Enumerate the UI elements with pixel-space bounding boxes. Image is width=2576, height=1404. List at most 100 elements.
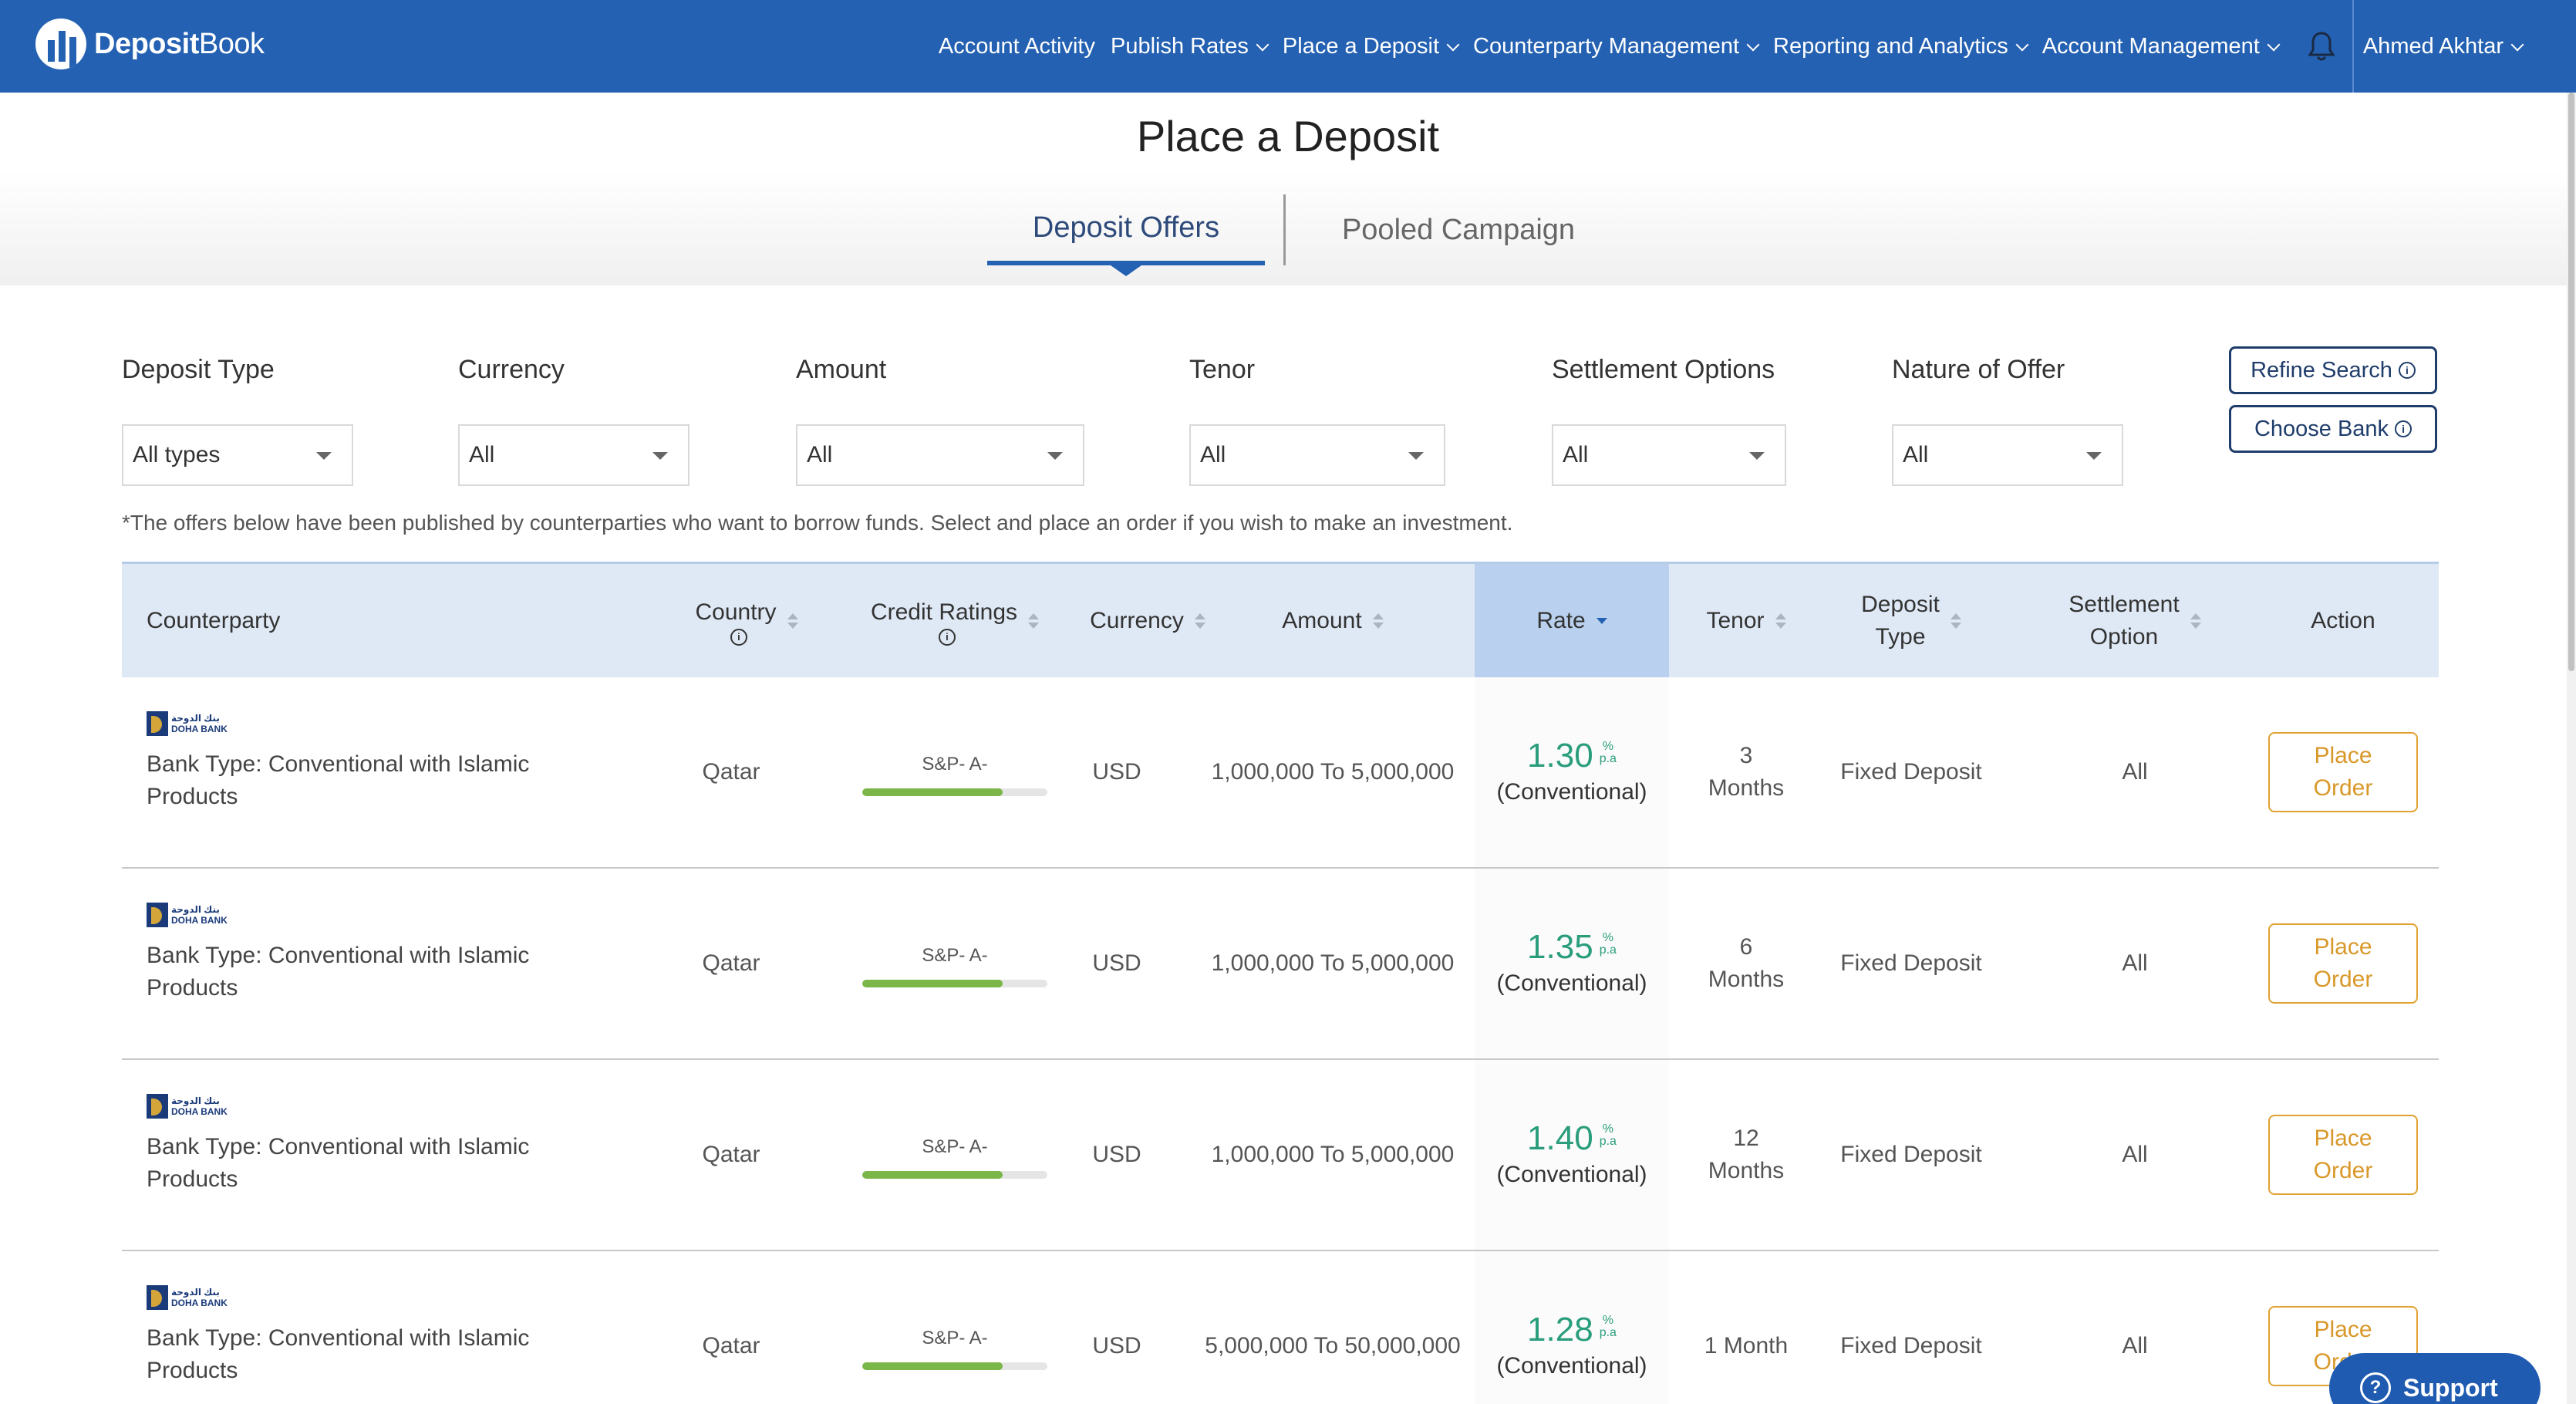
col-deposit-type[interactable]: Deposit Type: [1811, 564, 2011, 677]
col-amount[interactable]: Amount: [1202, 564, 1464, 677]
amount-cell: 1,000,000 To 5,000,000: [1211, 950, 1455, 976]
country-cell: Qatar: [702, 1142, 760, 1167]
caret-down-icon: [1047, 452, 1063, 460]
rate-column-band: [1475, 677, 1669, 1404]
depositbook-logo[interactable]: DepositBook: [35, 17, 265, 71]
col-tenor[interactable]: Tenor: [1669, 564, 1823, 677]
bank-logo-text: بنك الدوحة DOHA BANK: [171, 1287, 228, 1308]
counterparty-cell: بنك الدوحة DOHA BANK Bank Type: Convention…: [147, 677, 609, 867]
tenor-cell: 1 Month: [1669, 1251, 1823, 1404]
currency-select[interactable]: All: [458, 424, 690, 486]
refine-search-button[interactable]: Refine Search i: [2229, 346, 2437, 394]
table-body: بنك الدوحة DOHA BANK Bank Type: Convention…: [122, 677, 2439, 1404]
nav-place-a-deposit[interactable]: Place a Deposit: [1283, 34, 1460, 59]
choose-bank-button[interactable]: Choose Bank i: [2229, 405, 2437, 453]
tab-divider: [1283, 194, 1286, 265]
tenor-line: Months: [1708, 1158, 1785, 1183]
rating-label: S&P- A-: [922, 1328, 988, 1348]
sort-icon: [1028, 613, 1040, 629]
bank-logo-arabic: بنك الدوحة: [171, 1287, 220, 1298]
nature-select[interactable]: All: [1892, 424, 2123, 486]
place-order-button[interactable]: Place Order: [2268, 1115, 2418, 1195]
button-label: Order: [2313, 1158, 2373, 1183]
bank-logo-english: DOHA BANK: [171, 1298, 228, 1308]
support-button[interactable]: ? Support: [2329, 1353, 2541, 1404]
country-cell: Qatar: [702, 1333, 760, 1358]
sort-desc-icon: [1596, 617, 1607, 624]
bank-logo-arabic: بنك الدوحة: [171, 904, 220, 915]
tab-deposit-offers[interactable]: Deposit Offers: [987, 194, 1265, 276]
filter-label: Tenor: [1189, 355, 1256, 384]
col-rate[interactable]: Rate: [1475, 564, 1669, 677]
bank-type-line: Products: [147, 975, 238, 1001]
tenor-line: 1 Month: [1704, 1333, 1789, 1358]
tenor-select[interactable]: All: [1189, 424, 1445, 486]
chevron-down-icon: [1446, 38, 1460, 52]
chevron-down-icon: [1746, 38, 1760, 52]
select-value: All: [1563, 442, 1589, 467]
rate-number: 1.40: [1527, 1119, 1593, 1157]
tenor-line: Months: [1708, 967, 1785, 992]
nav-account-activity[interactable]: Account Activity: [939, 34, 1095, 59]
tenor-line: 6: [1739, 934, 1753, 960]
header-label: Option: [2089, 623, 2159, 650]
settlement-cell: All: [2122, 950, 2148, 976]
currency-cell: USD: [1092, 1333, 1141, 1358]
nav-account-management[interactable]: Account Management: [2042, 34, 2281, 59]
nav-label: Account Activity: [938, 33, 1095, 59]
button-label: Place: [2314, 743, 2372, 768]
caret-down-icon: [1749, 452, 1765, 460]
bank-logo-icon: [147, 903, 168, 927]
rate-cell: 1.35% p.a (Conventional): [1475, 869, 1669, 1058]
bank-type-line: Bank Type: Conventional with Islamic: [147, 751, 530, 777]
bank-logo-text: بنك الدوحة DOHA BANK: [171, 1095, 228, 1117]
tenor-cell: 6 Months: [1669, 869, 1823, 1058]
col-settlement[interactable]: Settlement Option: [2019, 564, 2251, 677]
rating-label: S&P- A-: [922, 945, 988, 966]
nav-counterparty-management[interactable]: Counterparty Management: [1473, 33, 1760, 59]
rate-cell: 1.28% p.a (Conventional): [1475, 1251, 1669, 1404]
bank-logo-icon: [147, 1285, 168, 1310]
credit-rating-cell: S&P- A-: [793, 1060, 1117, 1250]
amount-select[interactable]: All: [796, 424, 1084, 486]
button-label: Place: [2314, 1126, 2372, 1151]
header-label: Type: [1875, 623, 1926, 650]
header-stack: Credit Ratings i: [871, 596, 1017, 646]
button-label: Order: [2313, 775, 2373, 801]
rate-unit: % p.a: [1600, 1123, 1617, 1148]
bell-icon[interactable]: [2294, 0, 2349, 93]
bank-type: Bank Type: Conventional with Islamic Prod…: [147, 1131, 529, 1196]
header-label: Tenor: [1706, 607, 1765, 633]
col-counterparty: Counterparty: [147, 564, 378, 677]
nav-publish-rates[interactable]: Publish Rates: [1111, 34, 1269, 59]
nav-label: Counterparty Management: [1473, 33, 1740, 59]
col-country[interactable]: Country i: [615, 564, 878, 677]
rating-fill: [862, 788, 1003, 796]
filter-label: Amount: [796, 355, 887, 384]
rate-unit-bottom: p.a: [1599, 1326, 1617, 1339]
settlement-select[interactable]: All: [1552, 424, 1786, 486]
header-label: Currency: [1090, 607, 1184, 633]
header-stack: Country i: [695, 596, 777, 646]
bank-type: Bank Type: Conventional with Islamic Prod…: [147, 748, 529, 813]
bank-logo-arabic: بنك الدوحة: [171, 713, 220, 724]
rate-unit: % p.a: [1600, 932, 1617, 957]
col-credit-ratings[interactable]: Credit Ratings i: [793, 564, 1117, 677]
user-menu[interactable]: Ahmed Akhtar: [2352, 0, 2576, 93]
rate-unit-top: %: [1602, 740, 1613, 753]
table-row: بنك الدوحة DOHA BANK Bank Type: Convention…: [122, 1251, 2439, 1404]
place-order-button[interactable]: Place Order: [2268, 732, 2418, 812]
page-scrollbar[interactable]: [2567, 93, 2576, 1404]
deposit-type-select[interactable]: All types: [122, 424, 353, 486]
user-name: Ahmed Akhtar: [2362, 33, 2504, 59]
credit-rating-cell: S&P- A-: [793, 869, 1117, 1058]
scrollbar-thumb[interactable]: [2568, 93, 2574, 671]
filter-label: Currency: [458, 355, 565, 384]
doha-bank-logo: بنك الدوحة DOHA BANK: [147, 1092, 228, 1120]
currency-cell: USD: [1092, 1142, 1141, 1167]
nav-reporting-analytics[interactable]: Reporting and Analytics: [1773, 34, 2029, 59]
tab-pooled-campaign[interactable]: Pooled Campaign: [1341, 213, 1576, 246]
place-order-button[interactable]: Place Order: [2268, 923, 2418, 1004]
filter-deposit-type: Deposit Type All types: [122, 355, 353, 486]
col-currency[interactable]: Currency: [1017, 564, 1279, 677]
